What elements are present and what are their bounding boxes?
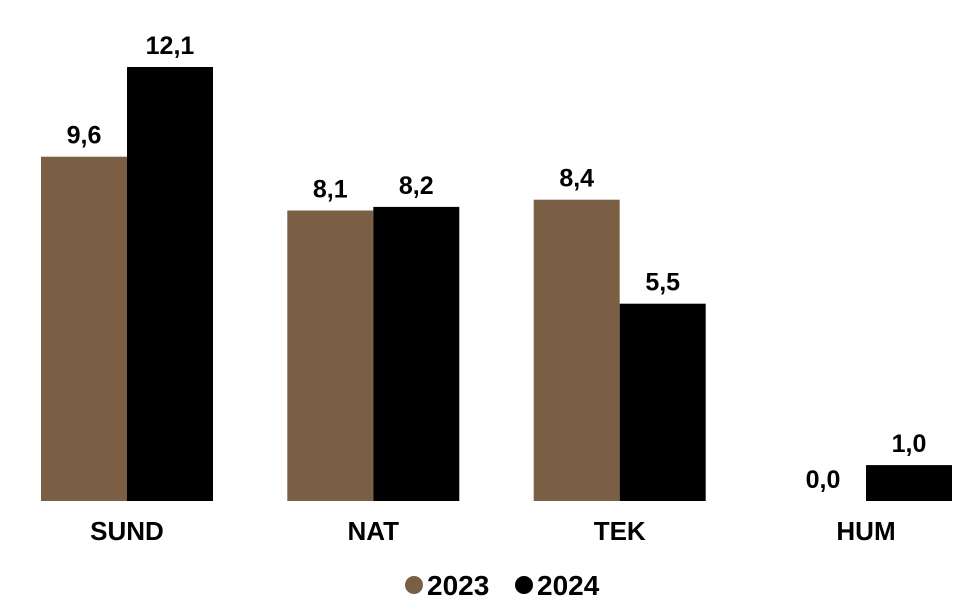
category-label-hum: HUM bbox=[836, 516, 895, 546]
bar-tek-2024 bbox=[619, 303, 706, 501]
bar-nat-2024 bbox=[373, 206, 460, 501]
legend: 2023 2024 bbox=[405, 570, 600, 601]
category-label-nat: NAT bbox=[348, 516, 400, 546]
data-label-hum-2024: 1,0 bbox=[892, 430, 927, 458]
data-label-tek-2023: 8,4 bbox=[559, 165, 594, 193]
data-label-nat-2023: 8,1 bbox=[313, 176, 348, 204]
legend-marker-2024 bbox=[515, 576, 533, 594]
category-axis: SUND NAT TEK HUM bbox=[90, 516, 895, 546]
bar-sund-2023 bbox=[41, 156, 127, 501]
data-label-tek-2024: 5,5 bbox=[645, 269, 680, 297]
bar-hum-2024 bbox=[866, 465, 952, 501]
bar-nat-2023 bbox=[287, 210, 374, 501]
legend-marker-2023 bbox=[405, 576, 423, 594]
data-label-nat-2024: 8,2 bbox=[399, 172, 434, 200]
category-label-sund: SUND bbox=[90, 516, 164, 546]
plot-area: 9,6 12,1 8,1 8,2 8,4 5,5 0,0 1,0 bbox=[41, 32, 952, 501]
data-label-sund-2023: 9,6 bbox=[67, 122, 102, 150]
legend-label-2023: 2023 bbox=[427, 570, 489, 601]
legend-label-2024: 2024 bbox=[537, 570, 600, 601]
bar-tek-2023 bbox=[533, 199, 620, 501]
data-label-hum-2023: 0,0 bbox=[806, 466, 841, 494]
bar-sund-2024 bbox=[127, 67, 213, 501]
data-label-sund-2024: 12,1 bbox=[146, 32, 195, 60]
category-label-tek: TEK bbox=[594, 516, 646, 546]
